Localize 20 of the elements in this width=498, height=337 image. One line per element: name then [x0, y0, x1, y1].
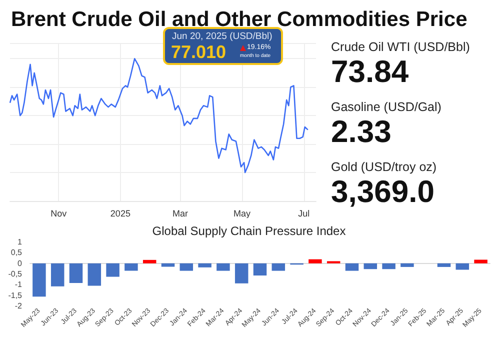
y-tick-label: -0,5 — [8, 270, 23, 278]
chart-title: Global Supply Chain Pressure Index — [152, 224, 346, 238]
x-tick-label: May — [234, 208, 252, 218]
x-tick-label: Jul — [298, 208, 310, 218]
text: Gold (USD/troy oz) — [331, 160, 438, 174]
y-tick-label: -1,5 — [8, 290, 23, 300]
text: 2.33 — [331, 114, 392, 149]
y-tick-label: 0,5 — [10, 248, 23, 258]
text: Gasoline (USD/Gal) — [331, 100, 442, 114]
text: Crude Oil WTI (USD/Bbl) — [331, 40, 471, 54]
y-tick-label: -1 — [14, 280, 23, 290]
x-tick-label: 2025 — [110, 208, 130, 218]
annotation: 77.010 — [171, 42, 226, 63]
x-tick-label: Nov — [50, 208, 68, 218]
text: 3,369.0 — [331, 174, 436, 209]
y-tick-label: 0 — [18, 258, 23, 268]
text: 73.84 — [331, 54, 410, 89]
x-tick-label: Mar — [172, 208, 188, 218]
y-tick-label: 1 — [18, 238, 23, 246]
y-tick-label: -2 — [14, 302, 23, 310]
